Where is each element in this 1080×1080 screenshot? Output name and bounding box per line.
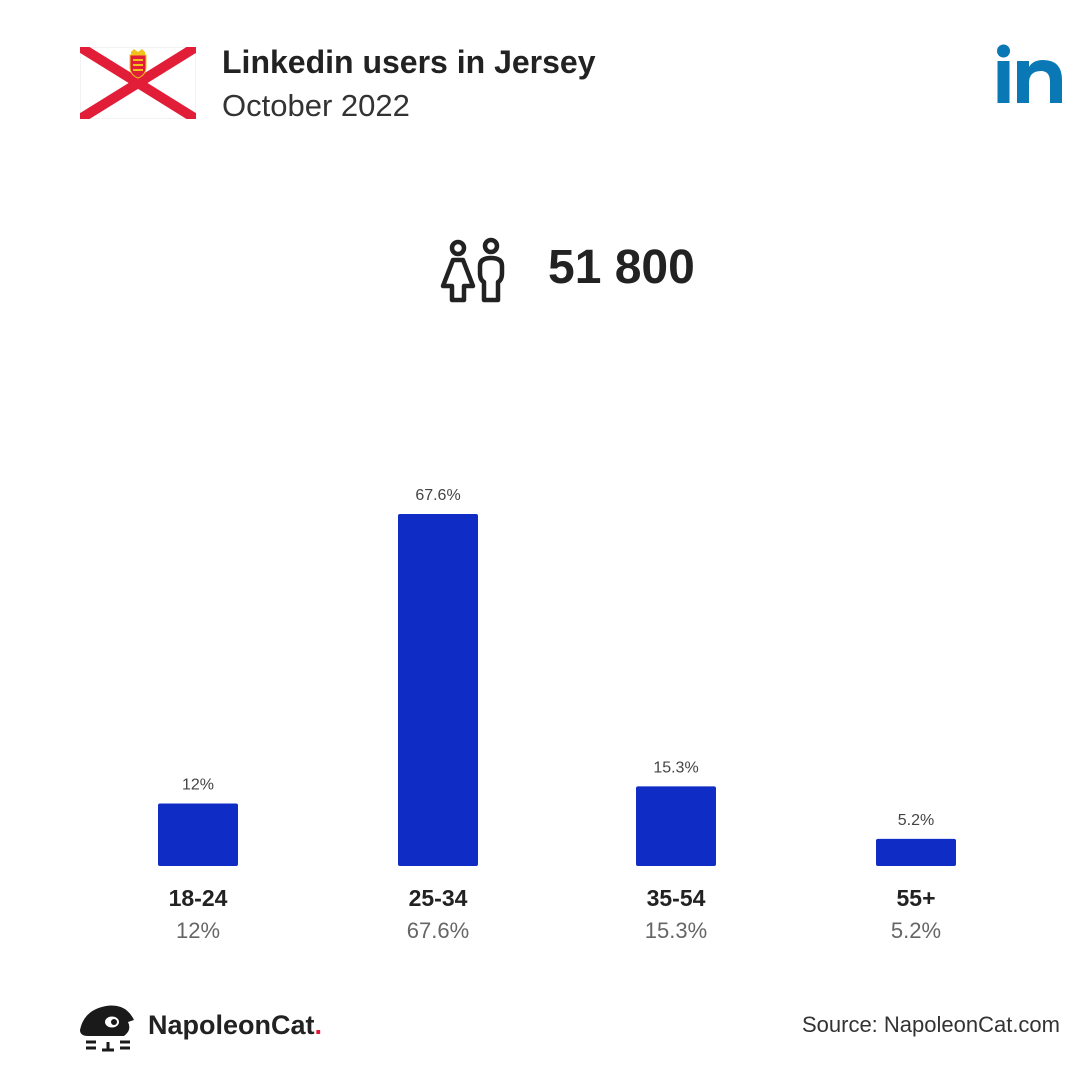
brand-dot: . bbox=[314, 1010, 323, 1040]
category-label-25-34: 25-34 bbox=[409, 885, 468, 911]
bar-55+ bbox=[876, 838, 956, 866]
page-subtitle: October 2022 bbox=[222, 88, 410, 123]
total-users-value: 51 800 bbox=[548, 241, 695, 294]
linkedin-logo-icon bbox=[997, 44, 1062, 103]
category-value-35-54: 15.3% bbox=[645, 918, 707, 943]
source-text: Source: NapoleonCat.com bbox=[801, 1012, 1060, 1037]
bar-18-24 bbox=[158, 803, 238, 866]
category-label-35-54: 35-54 bbox=[647, 885, 706, 911]
category-value-55+: 5.2% bbox=[891, 918, 941, 943]
data-label-18-24: 12% bbox=[182, 777, 214, 794]
jersey-flag-icon bbox=[80, 47, 196, 119]
category-value-25-34: 67.6% bbox=[407, 918, 469, 943]
category-value-18-24: 12% bbox=[176, 918, 220, 943]
page-title: Linkedin users in Jersey bbox=[222, 44, 596, 80]
category-label-18-24: 18-24 bbox=[169, 885, 228, 911]
category-label-55+: 55+ bbox=[896, 885, 935, 911]
brand-name: NapoleonCat. bbox=[148, 1010, 322, 1041]
people-icon bbox=[440, 237, 505, 303]
data-label-35-54: 15.3% bbox=[653, 759, 698, 776]
bar-35-54 bbox=[636, 786, 716, 866]
brand-name-text: NapoleonCat bbox=[148, 1010, 315, 1040]
napoleoncat-logo-icon bbox=[80, 1005, 134, 1052]
data-label-55+: 5.2% bbox=[898, 812, 934, 829]
data-label-25-34: 67.6% bbox=[415, 487, 460, 504]
bar-25-34 bbox=[398, 514, 478, 866]
